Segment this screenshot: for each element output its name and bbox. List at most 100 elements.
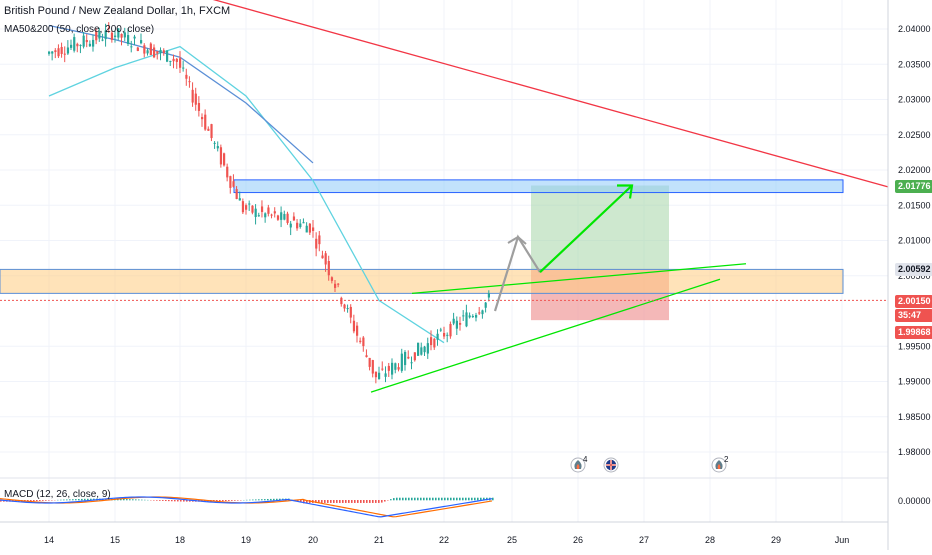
candle-body (401, 354, 403, 371)
candle-body (76, 44, 78, 46)
candle-body (220, 147, 222, 164)
candle-body (267, 207, 269, 213)
candle-body (226, 167, 228, 178)
macd-hist-bar (138, 500, 140, 501)
candle-body (134, 37, 136, 39)
symbol-title[interactable]: British Pound / New Zealand Dollar, 1h, … (4, 5, 230, 17)
macd-hist-bar (435, 498, 437, 501)
time-tick-label: 15 (110, 535, 120, 545)
macd-hist-bar (396, 498, 398, 501)
price-tick-label: 2.04000 (898, 24, 931, 34)
macd-hist-bar (402, 498, 404, 501)
candle-body (236, 189, 238, 199)
candle-body (306, 226, 308, 233)
macd-hist-bar (168, 500, 170, 501)
macd-hist-bar (444, 498, 446, 501)
candle-body (365, 355, 367, 357)
candle-body (362, 338, 364, 347)
macd-hist-bar (330, 500, 332, 503)
candle-body (169, 61, 171, 62)
candle-body (433, 339, 435, 348)
macd-hist-bar (459, 498, 461, 501)
time-tick-label: 22 (439, 535, 449, 545)
candle-body (137, 48, 139, 51)
macd-hist-bar (462, 498, 464, 501)
candle-body (173, 59, 175, 61)
candle-body (472, 316, 474, 317)
macd-hist-bar (234, 500, 236, 501)
macd-hist-bar (423, 498, 425, 501)
macd-zero-label: 0.00000 (898, 496, 931, 506)
macd-hist-bar (264, 499, 266, 500)
indicator-label[interactable]: MA50&200 (50, close, 200, close) (4, 24, 154, 35)
candle-body (127, 35, 129, 44)
target-box[interactable] (531, 186, 669, 270)
price-tag-label: 35:47 (898, 310, 921, 320)
macd-hist-bar (267, 499, 269, 500)
candle-body (57, 48, 59, 56)
macd-hist-bar (132, 499, 134, 500)
macd-hist-bar (384, 500, 386, 502)
candle-body (201, 117, 203, 119)
macd-hist-bar (429, 498, 431, 501)
candle-body (462, 315, 464, 316)
candle-body (283, 214, 285, 220)
candle-body (70, 45, 72, 48)
macd-hist-bar (492, 498, 494, 501)
candle-body (343, 305, 345, 309)
macd-hist-bar (342, 500, 344, 503)
candle-body (130, 46, 132, 47)
candle-body (337, 284, 339, 285)
candle-body (92, 40, 94, 47)
candle-body (446, 335, 448, 336)
uk-flag-icon[interactable] (604, 458, 618, 472)
candle-body (229, 176, 231, 188)
candle-body (242, 201, 244, 212)
price-tick-label: 1.99000 (898, 377, 931, 387)
macd-hist-bar (345, 500, 347, 503)
macd-hist-bar (33, 500, 35, 501)
macd-hist-bar (252, 500, 254, 501)
macd-hist-bar (237, 500, 239, 501)
macd-hist-bar (180, 500, 182, 502)
price-tick-label: 1.98500 (898, 412, 931, 422)
price-tick-label: 1.99500 (898, 341, 931, 351)
event-badge: 4 (583, 455, 588, 464)
macd-hist-bar (417, 498, 419, 501)
candle-body (192, 90, 194, 103)
macd-hist-bar (474, 498, 476, 501)
candle-body (239, 198, 241, 200)
candle-body (331, 277, 333, 281)
event-badge: 2 (724, 455, 729, 464)
candle-body (160, 50, 162, 53)
macd-hist-bar (372, 500, 374, 503)
candle-body (204, 115, 206, 130)
upper-zone[interactable] (234, 180, 843, 193)
candle-body (485, 303, 487, 308)
macd-hist-bar (273, 499, 275, 500)
macd-hist-bar (174, 500, 176, 501)
candle-body (378, 373, 380, 379)
candle-body (437, 334, 439, 340)
macd-hist-bar (447, 498, 449, 501)
macd-hist-bar (339, 500, 341, 503)
candle-body (469, 315, 471, 317)
candle-body (73, 37, 75, 51)
candle-body (185, 75, 187, 79)
lower-zone[interactable] (0, 269, 843, 293)
candle-body (153, 48, 155, 58)
candle-body (398, 367, 400, 369)
candle-body (407, 357, 409, 359)
candle-body (388, 366, 390, 371)
macd-label[interactable]: MACD (12, 26, close, 9) (4, 489, 111, 500)
candle-body (223, 153, 225, 165)
macd-hist-bar (450, 498, 452, 501)
macd-hist-bar (156, 500, 158, 501)
macd-hist-bar (408, 498, 410, 501)
candle-body (369, 358, 371, 367)
candle-body (478, 312, 480, 313)
time-tick-label: Jun (835, 535, 850, 545)
macd-hist-bar (225, 500, 227, 501)
candle-body (381, 369, 383, 370)
